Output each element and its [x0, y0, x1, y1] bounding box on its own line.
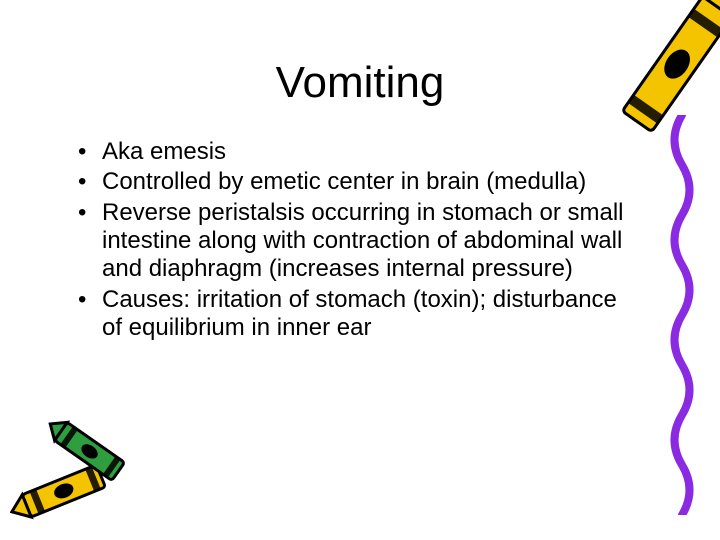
- slide: Vomiting Aka emesis Controlled by emetic…: [0, 0, 720, 540]
- bullet-item: Causes: irritation of stomach (toxin); d…: [78, 286, 638, 343]
- slide-title: Vomiting: [0, 58, 720, 108]
- bullet-item: Aka emesis: [78, 138, 638, 166]
- bullet-item: Reverse peristalsis occurring in stomach…: [78, 199, 638, 284]
- bullet-list: Aka emesis Controlled by emetic center i…: [78, 138, 638, 344]
- squiggle-icon: [662, 115, 702, 515]
- bullet-item: Controlled by emetic center in brain (me…: [78, 168, 638, 196]
